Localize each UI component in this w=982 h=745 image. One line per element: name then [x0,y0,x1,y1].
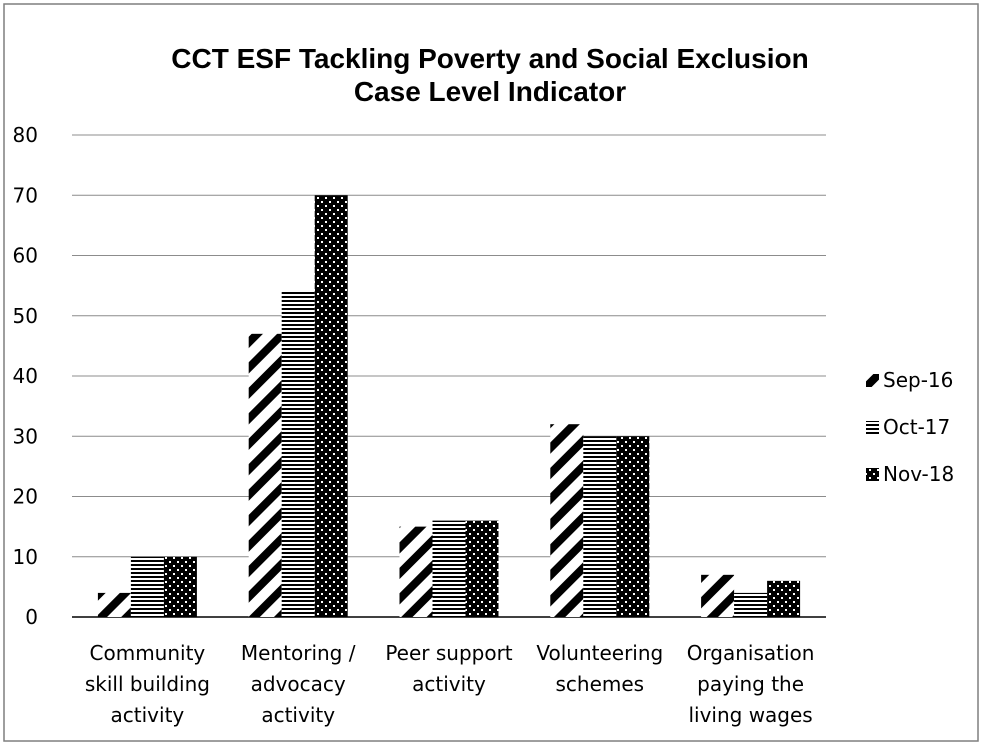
y-tick-label: 50 [13,304,38,328]
chart-frame [3,3,979,742]
x-category-label-line: schemes [555,672,644,696]
bar-nov-18 [314,195,348,617]
x-category-label: Organisation paying the living wages [687,641,815,727]
x-category-label: Peer support activity [385,641,512,696]
x-category-label: Mentoring / advocacy activity [241,641,356,727]
chart-title: CCT ESF Tackling Poverty and Social Excl… [171,43,808,107]
x-category-label: Volunteering schemes [536,641,663,696]
bar-sep-16 [550,424,584,617]
x-category-label-line: Mentoring / [241,641,356,665]
bar-oct-17 [130,556,164,617]
y-tick-label: 60 [13,244,38,268]
bars [97,195,801,617]
bar-sep-16 [248,333,282,617]
y-tick-label: 20 [13,485,38,509]
y-tick-label: 0 [25,605,38,629]
y-tick-label: 80 [13,123,38,147]
bar-oct-17 [583,436,617,617]
x-category-label-line: activity [412,672,486,696]
x-axis-categories: Community skill building activityMentoring… [85,641,815,727]
bar-nov-18 [616,436,650,617]
legend-swatch-oct-17 [866,421,879,434]
x-category-label-line: Community [90,641,206,665]
y-axis-ticks: 0 10 20 30 40 50 60 70 80 [13,123,38,629]
x-category-label: Community skill building activity [85,641,210,727]
y-tick-label: 70 [13,183,38,207]
x-category-label-line: living wages [688,703,812,727]
legend-label: Oct-17 [883,415,950,439]
y-tick-label: 40 [13,364,38,388]
bar-sep-16 [701,574,735,617]
x-category-label-line: skill building [85,672,210,696]
x-category-label-line: Organisation [687,641,815,665]
x-category-label-line: activity [111,703,185,727]
x-category-label-line: advocacy [251,672,346,696]
y-tick-label: 30 [13,424,38,448]
legend: Sep-16 Oct-17 Nov-18 [866,368,954,486]
bar-sep-16 [97,592,131,617]
x-category-label-line: activity [261,703,335,727]
legend-label: Sep-16 [883,368,953,392]
x-category-label-line: paying the [697,672,804,696]
legend-swatch-nov-18 [866,468,879,481]
chart-title-line: CCT ESF Tackling Poverty and Social Excl… [171,43,808,74]
y-tick-label: 10 [13,545,38,569]
legend-swatch-sep-16 [866,374,879,387]
gridlines [72,134,826,618]
chart-title-line: Case Level Indicator [354,76,626,107]
bar-oct-17 [281,291,315,617]
bar-oct-17 [432,520,466,617]
x-category-label-line: Peer support [385,641,512,665]
bar-nov-18 [163,556,197,617]
bar-sep-16 [399,526,433,617]
x-category-label-line: Volunteering [536,641,663,665]
bar-nov-18 [465,520,499,617]
legend-label: Nov-18 [883,462,954,486]
bar-nov-18 [767,580,801,617]
bar-oct-17 [734,592,768,617]
